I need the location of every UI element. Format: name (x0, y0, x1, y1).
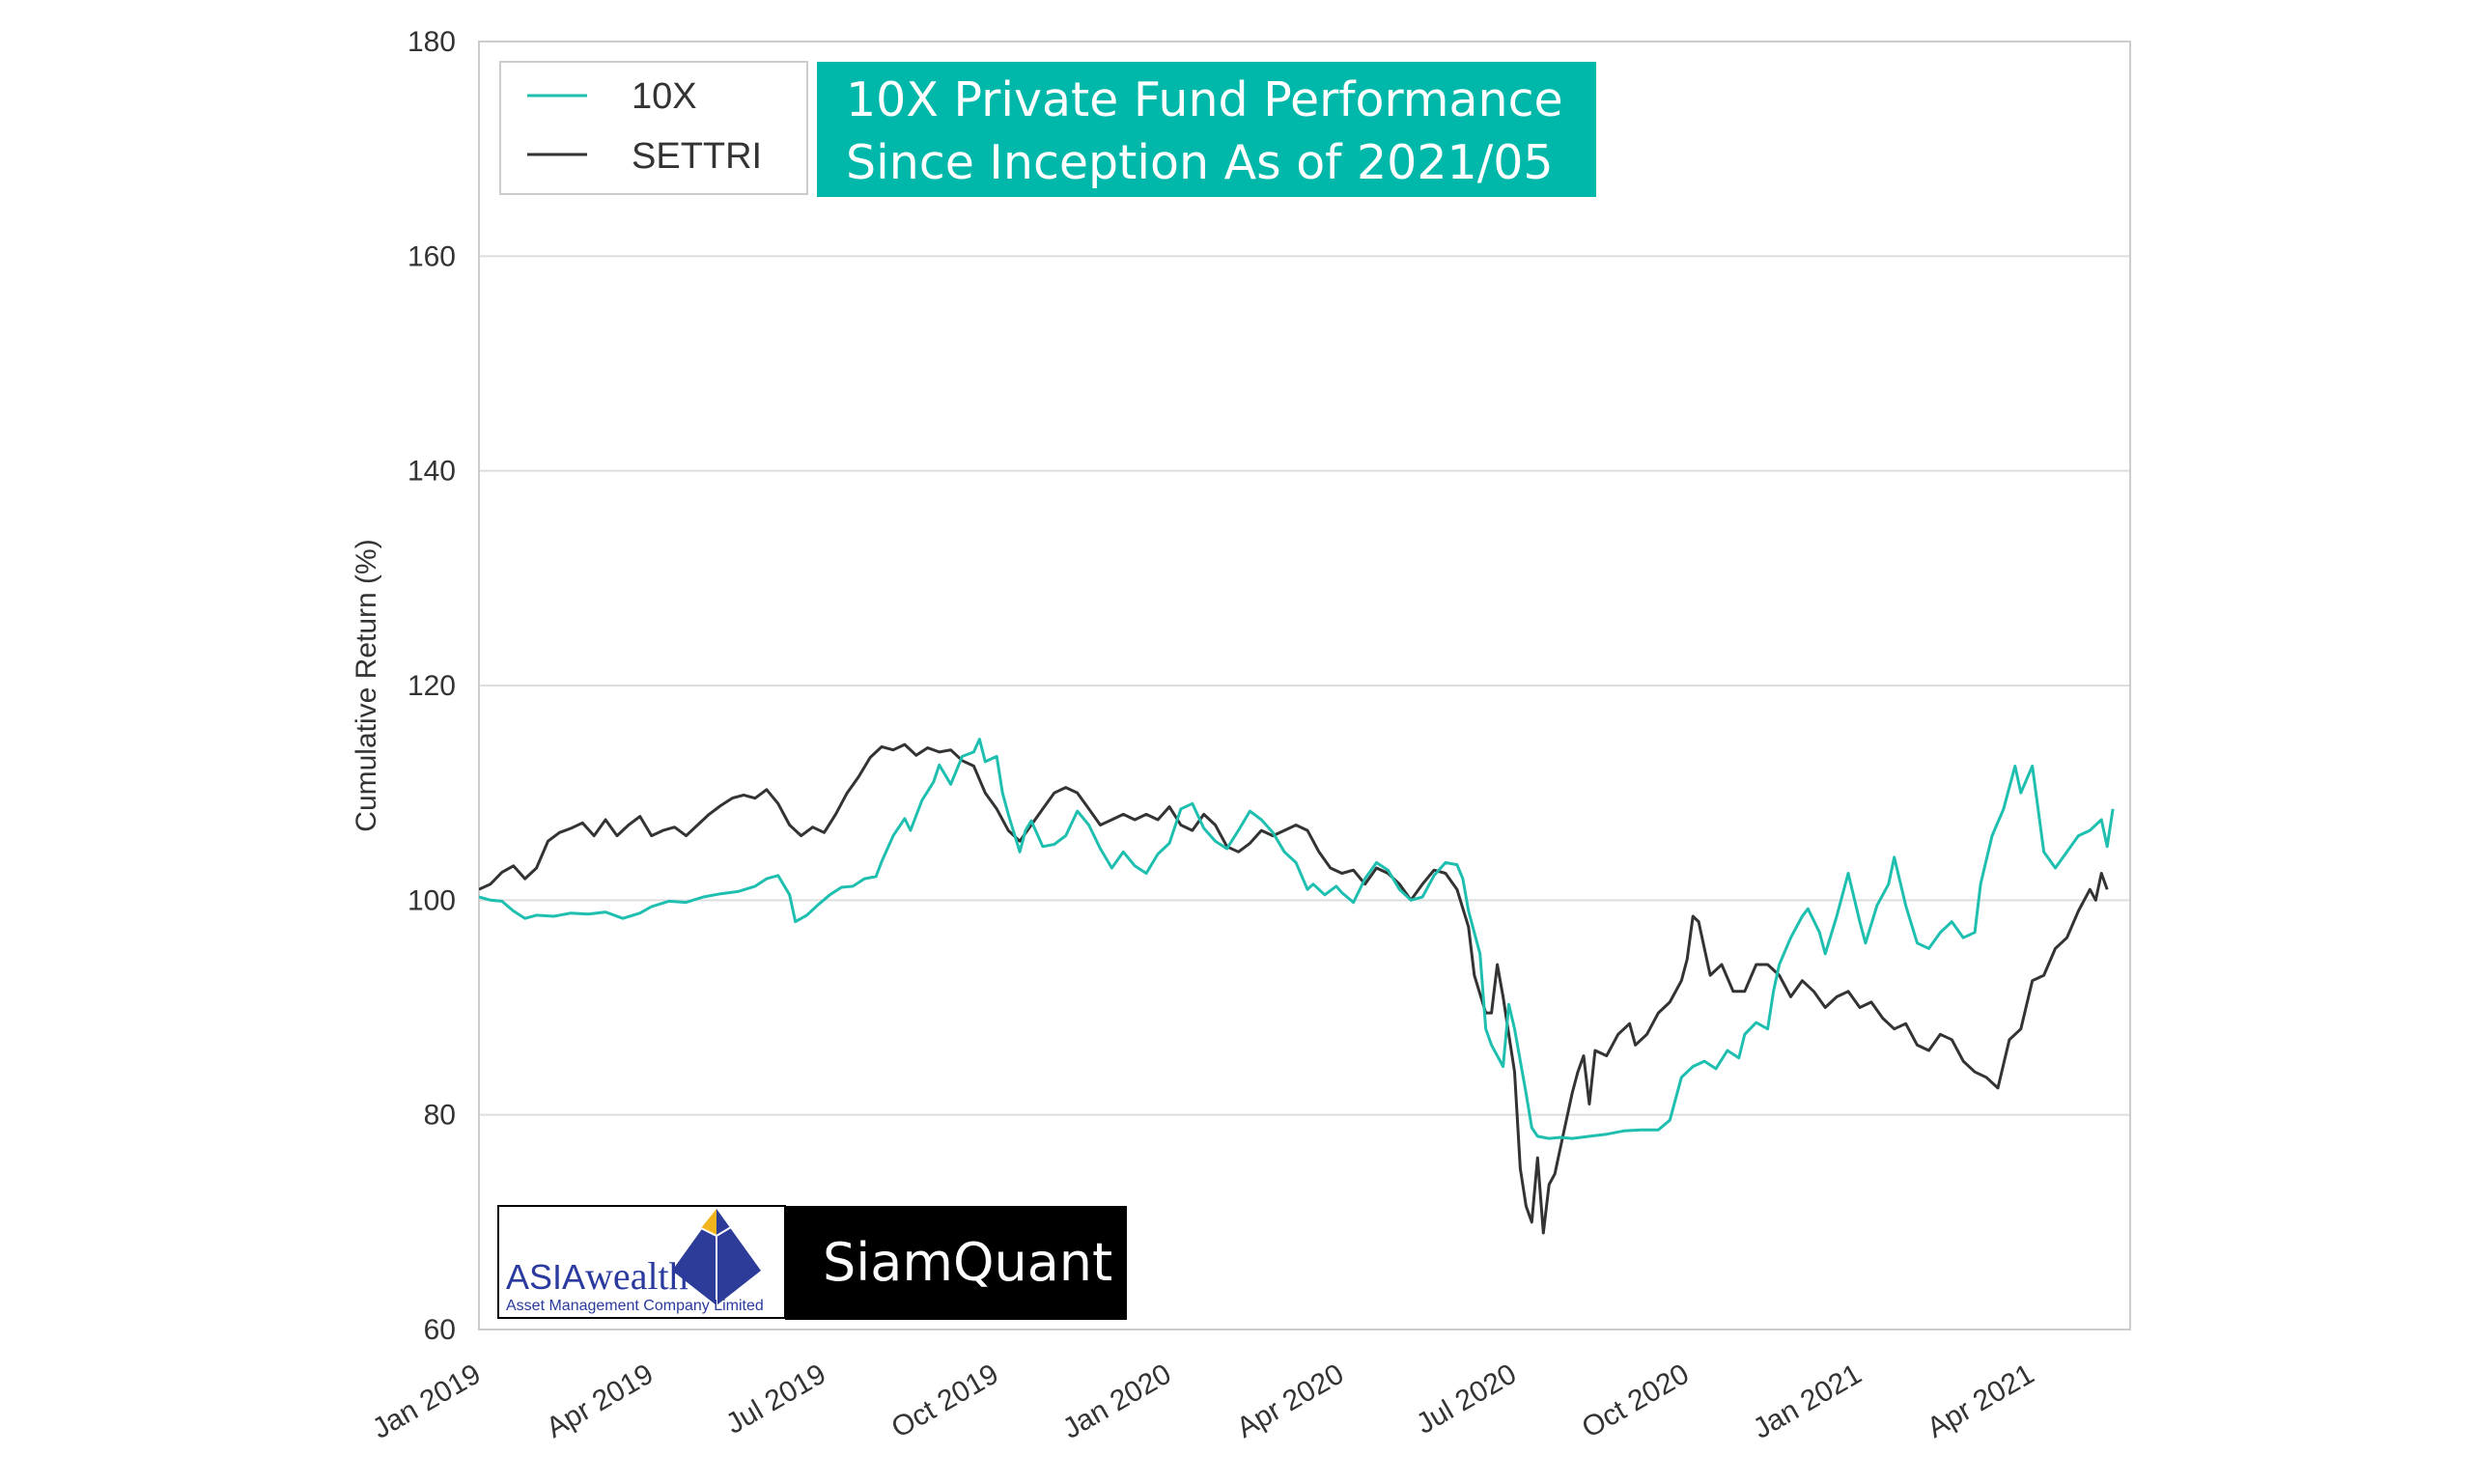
x-tick-label: Jul 2019 (720, 1358, 831, 1440)
x-tick-label: Jan 2021 (1748, 1358, 1867, 1444)
siamquant-logo-box (785, 1206, 1127, 1320)
series-line-10x (479, 738, 2115, 1140)
legend-label-10x: 10X (632, 76, 697, 117)
legend-box (499, 61, 808, 195)
title-line-1: 10X Private Fund Performance (846, 72, 1563, 127)
logo-banner: ASIAwealth Asset Management Company Limi… (497, 1205, 1127, 1320)
x-tick-label: Apr 2019 (541, 1358, 659, 1443)
title-background (817, 62, 1596, 197)
x-tick-label: Oct 2020 (1577, 1358, 1695, 1443)
legend-label-settri: SETTRI (632, 136, 762, 177)
y-tick-label: 80 (424, 1100, 456, 1132)
asiawealth-subtitle: Asset Management Company Limited (506, 1298, 764, 1314)
y-tick-label: 100 (407, 884, 456, 916)
title-line-2: Since Inception As of 2021/05 (846, 135, 1554, 190)
y-tick-labels: 60 80 100 120 140 160 180 (407, 26, 456, 1346)
x-tick-label: Oct 2019 (886, 1358, 1004, 1443)
legend: 10X SETTRI (499, 61, 808, 195)
y-tick-label: 140 (407, 456, 456, 488)
asiawealth-lower: wealth (585, 1254, 688, 1298)
x-tick-label: Jan 2019 (367, 1358, 486, 1444)
y-tick-label: 180 (407, 26, 456, 58)
x-tick-label: Apr 2021 (1922, 1358, 2039, 1443)
x-tick-labels: Jan 2019 Apr 2019 Jul 2019 Oct 2019 Jan 2020… (367, 1358, 2039, 1444)
x-tick-label: Jan 2020 (1057, 1358, 1176, 1444)
x-tick-label: Apr 2020 (1231, 1358, 1349, 1443)
gridlines (479, 41, 2130, 1330)
y-tick-label: 160 (407, 240, 456, 272)
x-tick-label: Jul 2020 (1411, 1358, 1522, 1440)
y-tick-label: 60 (424, 1314, 456, 1346)
series-line-settri (479, 742, 2109, 1235)
asiawealth-caps: ASIA (506, 1257, 585, 1297)
asiawealth-wordmark: ASIAwealth (506, 1254, 688, 1298)
series-lines (479, 738, 2115, 1235)
y-axis-label: Cumulative Return (%) (351, 539, 382, 831)
plot-frame (478, 41, 2131, 1330)
title-box: 10X Private Fund Performance Since Incep… (817, 62, 1596, 197)
asiawealth-pyramid-icon (672, 1209, 761, 1305)
siamquant-wordmark: SiamQuant (823, 1232, 1112, 1293)
y-tick-label: 120 (407, 670, 456, 702)
